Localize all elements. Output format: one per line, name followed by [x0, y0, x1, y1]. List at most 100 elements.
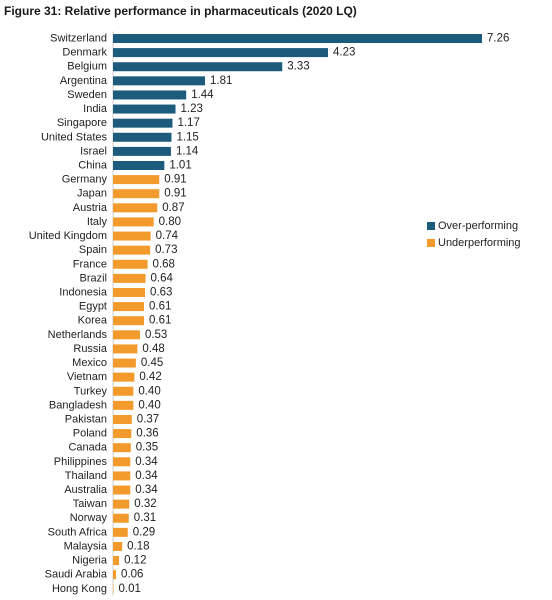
bar-philippines: [113, 457, 131, 467]
bar-pakistan: [113, 414, 132, 424]
category-label-singapore: Singapore: [57, 117, 107, 129]
category-label-bangladesh: Bangladesh: [49, 399, 107, 411]
bar-saudi-arabia: [113, 570, 117, 580]
bar-brazil: [113, 273, 146, 283]
value-label-pakistan: 0.37: [137, 413, 159, 425]
value-label-switzerland: 7.26: [487, 33, 509, 45]
bar-austria: [113, 203, 158, 213]
bar-netherlands: [113, 330, 140, 340]
category-label-taiwan: Taiwan: [73, 498, 107, 510]
bar-turkey: [113, 386, 134, 396]
bar-mexico: [113, 358, 136, 368]
category-label-saudi-arabia: Saudi Arabia: [45, 569, 108, 581]
bar-malaysia: [113, 541, 123, 551]
bar-united-kingdom: [113, 231, 151, 241]
value-label-norway: 0.31: [134, 512, 156, 524]
bar-bangladesh: [113, 400, 134, 410]
bar-norway: [113, 513, 129, 523]
category-label-austria: Austria: [73, 202, 108, 214]
value-label-france: 0.68: [153, 258, 175, 270]
category-label-malaysia: Malaysia: [64, 540, 108, 552]
value-label-canada: 0.35: [136, 442, 158, 454]
bar-belgium: [113, 62, 283, 72]
value-label-poland: 0.36: [136, 428, 158, 440]
bar-australia: [113, 485, 131, 495]
bar-thailand: [113, 471, 131, 481]
category-label-united-states: United States: [41, 131, 108, 143]
bar-argentina: [113, 76, 205, 86]
value-label-spain: 0.73: [155, 244, 177, 256]
value-label-nigeria: 0.12: [124, 555, 146, 567]
category-label-nigeria: Nigeria: [72, 555, 108, 567]
bar-russia: [113, 344, 138, 354]
value-label-russia: 0.48: [142, 343, 164, 355]
bar-france: [113, 259, 148, 269]
value-label-singapore: 1.17: [177, 117, 199, 129]
category-label-germany: Germany: [62, 174, 108, 186]
bar-taiwan: [113, 499, 130, 509]
category-label-france: France: [73, 258, 107, 270]
legend: Over-performing Underperforming: [427, 220, 521, 249]
value-label-taiwan: 0.32: [134, 498, 156, 510]
value-label-italy: 0.80: [159, 216, 181, 228]
category-label-egypt: Egypt: [79, 301, 107, 313]
category-label-philippines: Philippines: [54, 456, 108, 468]
value-label-indonesia: 0.63: [150, 286, 172, 298]
category-label-spain: Spain: [79, 244, 107, 256]
category-label-israel: Israel: [80, 145, 107, 157]
category-label-south-africa: South Africa: [48, 526, 108, 538]
value-label-australia: 0.34: [135, 484, 158, 496]
category-label-hong-kong: Hong Kong: [52, 583, 107, 595]
category-label-switzerland: Switzerland: [50, 33, 107, 45]
bar-china: [113, 160, 165, 170]
bar-hong-kong: [113, 584, 114, 594]
category-label-mexico: Mexico: [72, 357, 107, 369]
category-label-vietnam: Vietnam: [67, 371, 107, 383]
category-label-poland: Poland: [73, 428, 107, 440]
category-label-india: India: [83, 103, 108, 115]
value-label-malaysia: 0.18: [127, 540, 149, 552]
value-label-egypt: 0.61: [149, 301, 171, 313]
bar-spain: [113, 245, 151, 255]
value-label-vietnam: 0.42: [139, 371, 161, 383]
value-label-brazil: 0.64: [151, 272, 174, 284]
category-label-netherlands: Netherlands: [48, 329, 108, 341]
value-label-korea: 0.61: [149, 315, 171, 327]
bar-canada: [113, 443, 131, 453]
value-label-belgium: 3.33: [287, 61, 309, 73]
category-label-japan: Japan: [77, 188, 107, 200]
category-label-denmark: Denmark: [62, 47, 107, 59]
category-label-italy: Italy: [87, 216, 108, 228]
value-label-sweden: 1.44: [191, 89, 214, 101]
value-label-japan: 0.91: [164, 188, 186, 200]
category-label-korea: Korea: [78, 315, 108, 327]
bar-india: [113, 104, 176, 114]
value-label-austria: 0.87: [162, 202, 184, 214]
bar-singapore: [113, 118, 173, 128]
chart-title: Figure 31: Relative performance in pharm…: [4, 4, 357, 18]
bar-sweden: [113, 90, 187, 100]
category-label-turkey: Turkey: [74, 385, 108, 397]
legend-label-over: Over-performing: [438, 220, 518, 232]
value-label-united-kingdom: 0.74: [156, 230, 179, 242]
bar-south-africa: [113, 527, 128, 537]
bar-germany: [113, 175, 160, 185]
category-label-thailand: Thailand: [65, 470, 107, 482]
category-label-indonesia: Indonesia: [59, 286, 108, 298]
category-label-belgium: Belgium: [67, 61, 107, 73]
category-label-argentina: Argentina: [60, 75, 108, 87]
value-label-thailand: 0.34: [135, 470, 158, 482]
category-label-china: China: [78, 159, 108, 171]
bar-denmark: [113, 48, 328, 58]
bar-japan: [113, 189, 160, 199]
bar-italy: [113, 217, 154, 227]
bar-israel: [113, 146, 171, 156]
value-label-united-states: 1.15: [176, 131, 198, 143]
bar-poland: [113, 429, 132, 439]
category-label-united-kingdom: United Kingdom: [29, 230, 107, 242]
value-label-philippines: 0.34: [135, 456, 158, 468]
legend-label-under: Underperforming: [438, 237, 521, 249]
category-label-australia: Australia: [64, 484, 108, 496]
bar-egypt: [113, 302, 144, 312]
